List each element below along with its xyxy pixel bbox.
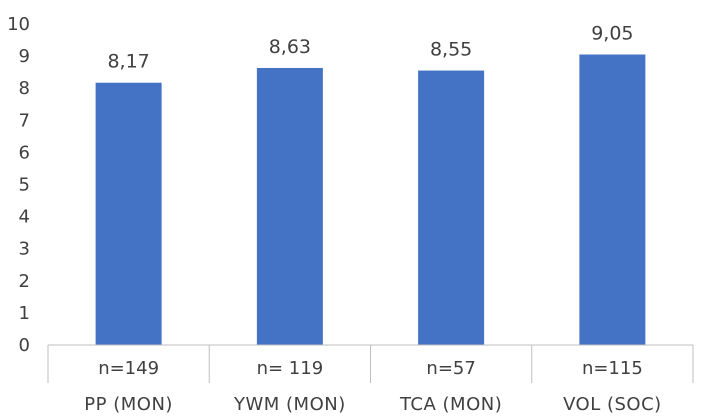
y-tick-label: 6 — [19, 142, 30, 163]
y-tick-label: 10 — [7, 14, 30, 35]
category-count-label: n=57 — [426, 358, 475, 379]
category-count-label: n= 119 — [257, 358, 324, 379]
data-label: 8,17 — [107, 51, 149, 73]
y-tick-label: 5 — [19, 175, 30, 196]
category-name-label: TCA (MON) — [399, 394, 502, 415]
bar — [579, 54, 646, 346]
y-axis: 0 1 2 3 4 5 6 7 8 9 10 — [7, 14, 30, 356]
bars — [95, 54, 646, 346]
y-tick-label: 8 — [19, 78, 30, 99]
bar — [418, 70, 485, 346]
category-count-label: n=115 — [582, 358, 643, 379]
data-label: 9,05 — [591, 22, 633, 44]
category-name-label: VOL (SOC) — [563, 394, 662, 415]
y-tick-label: 7 — [19, 110, 30, 131]
category-count-label: n=149 — [98, 358, 159, 379]
y-tick-label: 4 — [19, 207, 30, 228]
category-name-label: PP (MON) — [84, 394, 173, 415]
x-axis-table: n=149 PP (MON) n= 119 YWM (MON) n=57 TCA (MON… — [47, 344, 694, 415]
category-name-label: YWM (MON) — [233, 394, 346, 415]
data-label: 8,55 — [430, 39, 472, 61]
bar — [256, 67, 323, 346]
bar — [95, 82, 162, 346]
data-label: 8,63 — [269, 36, 311, 58]
y-tick-label: 3 — [19, 239, 30, 260]
y-tick-label: 1 — [19, 303, 30, 324]
y-tick-label: 9 — [19, 46, 30, 67]
data-labels: 8,17 8,63 8,55 9,05 — [107, 22, 633, 72]
y-tick-label: 2 — [19, 271, 30, 292]
y-tick-label: 0 — [19, 335, 30, 356]
